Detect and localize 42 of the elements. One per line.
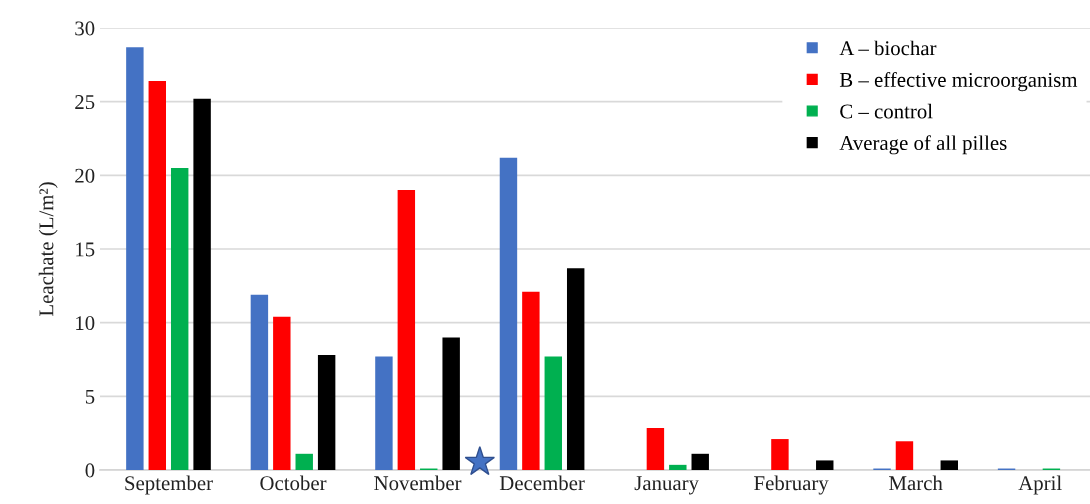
bar: [771, 439, 789, 470]
bar: [148, 81, 166, 470]
bar: [295, 453, 313, 470]
legend-label: Average of all pilles: [839, 135, 1007, 155]
x-tick-label: February: [754, 475, 829, 495]
bar: [397, 190, 416, 470]
bar: [544, 356, 562, 470]
x-tick-label: December: [499, 475, 585, 491]
x-tick-label: November: [374, 475, 462, 491]
bar: [669, 464, 687, 470]
y-tick-label: 10: [76, 316, 95, 331]
bar: [273, 316, 291, 470]
bar: [646, 428, 665, 470]
legend-label: A – biochar: [839, 40, 937, 56]
y-tick-label: 15: [76, 242, 95, 257]
bar: [691, 453, 709, 470]
x-tick-label: March: [889, 475, 943, 491]
y-tick-label: 0: [85, 463, 95, 478]
x-tick-label: October: [260, 475, 327, 491]
y-axis-title: Leachate (L/m²): [38, 182, 58, 317]
x-tick-label: April: [1018, 475, 1062, 495]
bar: [940, 460, 958, 470]
bar: [126, 47, 144, 470]
y-tick-label: 30: [75, 21, 95, 36]
bar: [317, 355, 336, 470]
y-tick-label: 25: [75, 95, 95, 110]
x-tick-label: September: [125, 475, 213, 495]
bar: [170, 167, 189, 470]
y-tick-label: 5: [85, 389, 95, 404]
bar: [193, 98, 211, 470]
bar: [250, 294, 269, 470]
bar: [522, 291, 540, 470]
legend-label: B – effective microorganism: [839, 72, 1078, 92]
bar: [895, 441, 914, 470]
bar: [375, 356, 393, 470]
y-tick-label: 20: [75, 168, 95, 183]
legend-label: C – control: [840, 103, 933, 119]
x-tick-label: January: [634, 476, 699, 495]
bar: [499, 157, 518, 470]
bar: [816, 460, 834, 470]
bar: [566, 268, 585, 470]
bar: [442, 337, 460, 470]
